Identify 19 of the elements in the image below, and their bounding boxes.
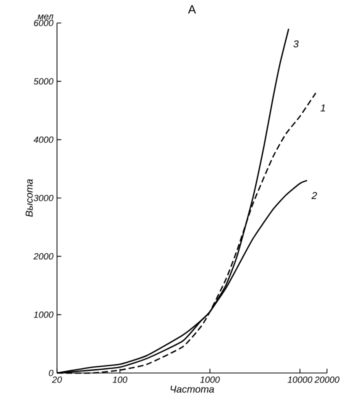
y-tick-label: 2000 <box>33 253 54 260</box>
x-tick-label: 10000 <box>288 376 312 383</box>
chart-title: А <box>188 5 196 14</box>
y-tick-label: 5000 <box>34 78 54 85</box>
y-axis-title: Высота <box>26 179 33 217</box>
y-tick-label: 1000 <box>34 311 54 318</box>
y-tick-label: 0 <box>48 370 54 376</box>
series-label: 1 <box>320 104 325 112</box>
x-tick-label: 20000 <box>314 376 340 383</box>
x-axis-title: Частота <box>170 386 214 393</box>
series-label: 3 <box>293 40 299 48</box>
y-tick-label: 4000 <box>34 136 54 143</box>
x-tick-label: 100 <box>112 376 128 383</box>
x-tick-label: 20 <box>52 376 62 383</box>
y-tick-label: 6000 <box>34 20 54 26</box>
y-tick-label: 3000 <box>34 194 54 202</box>
text: мел <box>38 14 54 20</box>
series-label: 2 <box>312 192 317 199</box>
x-tick-label: 1000 <box>200 376 220 383</box>
